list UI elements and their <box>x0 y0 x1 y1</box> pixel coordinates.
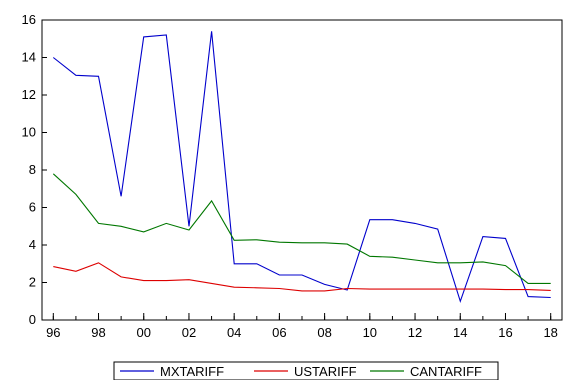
x-tick-label: 00 <box>137 325 151 340</box>
y-tick-label: 14 <box>22 50 36 65</box>
x-tick-label: 18 <box>543 325 557 340</box>
x-tick-label: 04 <box>227 325 241 340</box>
x-tick-label: 02 <box>182 325 196 340</box>
x-tick-label: 16 <box>498 325 512 340</box>
y-tick-label: 10 <box>22 125 36 140</box>
y-axis: 0 2 4 6 8 10 12 14 16 <box>22 12 47 327</box>
legend-label-cantariff: CANTARIFF <box>410 364 482 379</box>
y-tick-label: 4 <box>29 237 36 252</box>
y-tick-label: 8 <box>29 162 36 177</box>
x-tick-label: 10 <box>363 325 377 340</box>
x-axis: 96 98 00 02 04 06 08 10 12 14 16 18 <box>46 313 558 340</box>
x-tick-label: 06 <box>272 325 286 340</box>
y-tick-label: 6 <box>29 200 36 215</box>
legend-label-ustariff: USTARIFF <box>294 364 357 379</box>
legend: MXTARIFF USTARIFF CANTARIFF <box>114 362 498 380</box>
x-tick-label: 08 <box>317 325 331 340</box>
y-tick-label: 2 <box>29 275 36 290</box>
legend-label-mxtariff: MXTARIFF <box>160 364 224 379</box>
x-tick-label: 14 <box>453 325 467 340</box>
x-tick-label: 96 <box>46 325 60 340</box>
x-tick-label: 98 <box>91 325 105 340</box>
series-line-ustariff <box>53 263 550 291</box>
series-line-mxtariff <box>53 31 550 301</box>
y-tick-label: 12 <box>22 87 36 102</box>
x-tick-label: 12 <box>408 325 422 340</box>
y-tick-label: 0 <box>29 312 36 327</box>
series-line-cantariff <box>53 174 550 284</box>
series-lines <box>53 31 550 301</box>
y-tick-label: 16 <box>22 12 36 27</box>
